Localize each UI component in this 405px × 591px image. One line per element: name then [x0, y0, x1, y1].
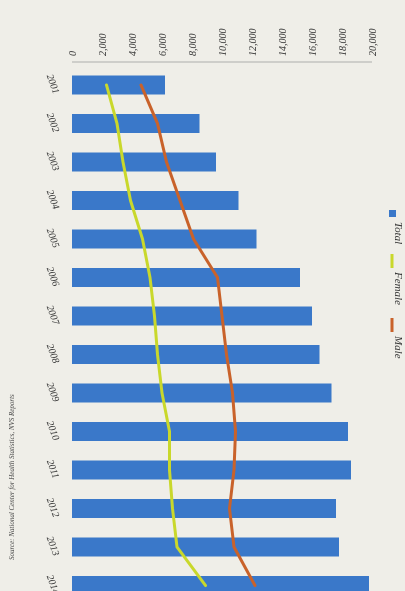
line-series [105, 83, 257, 587]
legend-label-female: Female [392, 271, 404, 305]
source-note: Source: National Center for Health Stati… [8, 394, 16, 560]
total-bar [72, 114, 200, 133]
category-label: 2010 [44, 419, 61, 442]
legend-swatch-total [389, 210, 396, 217]
legend-label-total: Total [392, 222, 404, 244]
total-bar [72, 268, 300, 287]
value-tick-label: 0 [68, 51, 79, 56]
female-line [105, 83, 207, 587]
category-label: 2009 [44, 381, 61, 404]
total-bar [72, 345, 320, 364]
category-axis: 2001 2002 2003 2004 2005 2006 2007 2008 2009 2010… [44, 73, 62, 591]
total-bar [72, 576, 369, 591]
category-label: 2001 [44, 73, 61, 96]
total-bar [72, 383, 332, 403]
total-bar [72, 422, 348, 441]
total-bar [72, 229, 257, 249]
value-tick-label: 14,000 [278, 29, 289, 57]
legend: Total Female Male [389, 210, 404, 359]
total-bar [72, 152, 216, 172]
value-tick-label: 20,000 [368, 29, 379, 57]
total-bar [72, 537, 339, 557]
category-label: 2003 [44, 150, 61, 173]
total-bar [72, 75, 165, 95]
legend-label-male: Male [392, 335, 404, 359]
bar-series [72, 75, 369, 591]
value-tick-label: 18,000 [338, 29, 349, 57]
category-label: 2007 [44, 304, 62, 327]
category-label: 2005 [44, 227, 61, 250]
value-tick-label: 4,000 [128, 34, 139, 57]
category-label: 2012 [44, 496, 61, 519]
value-tick-label: 6,000 [158, 34, 169, 57]
category-label: 2006 [44, 265, 61, 288]
value-tick-label: 8,000 [188, 34, 199, 57]
category-label: 2004 [44, 188, 61, 211]
value-axis: 0 2,000 4,000 6,000 8,000 10,000 12,000 14,000 1… [68, 29, 379, 63]
value-tick-label: 16,000 [308, 29, 319, 57]
total-bar [72, 499, 336, 518]
value-tick-label: 10,000 [218, 29, 229, 57]
category-label: 2014 [44, 573, 61, 591]
total-bar [72, 306, 312, 326]
value-tick-label: 2,000 [98, 34, 109, 57]
male-line [139, 83, 257, 587]
total-bar [72, 460, 351, 480]
category-label: 2013 [44, 535, 61, 558]
category-label: 2008 [44, 342, 61, 365]
category-label: 2011 [44, 458, 61, 480]
value-tick-label: 12,000 [248, 29, 259, 57]
total-bar [72, 191, 239, 210]
category-label: 2002 [44, 111, 61, 134]
